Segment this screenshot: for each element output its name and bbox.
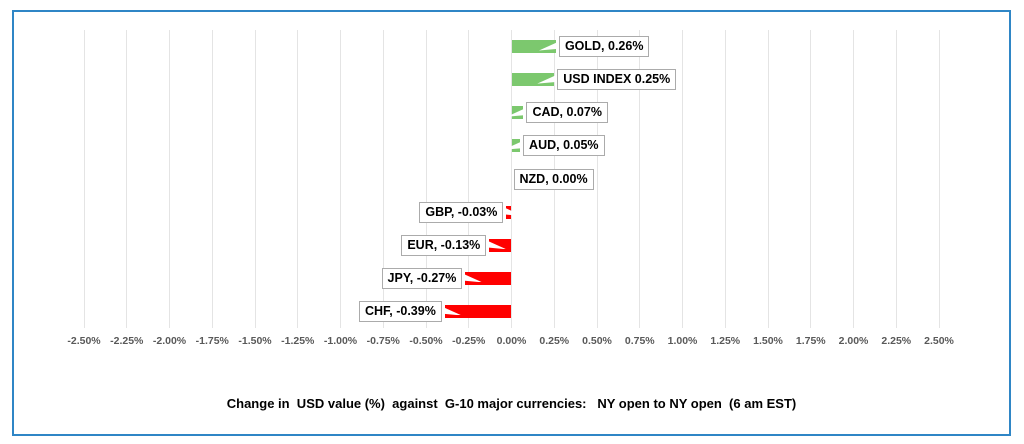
gridline [169,30,170,328]
x-tick-label: 1.25% [710,335,741,347]
chart-title: Change in USD value (%) against G-10 maj… [226,396,797,411]
x-tick-label: -0.25% [452,335,486,347]
data-label-usd-index: USD INDEX 0.25% [557,69,677,91]
data-label-nzd: NZD, 0.00% [513,168,594,190]
callout-pointer [506,107,527,117]
x-tick-label: -0.50% [409,335,443,347]
gridline [596,30,598,328]
data-label-cad: CAD, 0.07% [526,102,608,124]
callout-pointer [538,41,559,51]
x-tick-label: -0.75% [366,335,400,347]
callout-pointer [503,140,524,150]
callout-pointer [462,273,483,283]
gridline [211,30,213,328]
data-label-gold: GOLD, 0.26% [558,36,650,58]
gridline [83,30,85,328]
gridline [724,30,726,328]
gridline [810,30,812,328]
bar-eur [489,238,512,252]
x-tick-label: 2.00% [838,335,869,347]
gridline [639,30,641,328]
gridline [511,30,512,328]
gridline [126,30,128,328]
x-tick-label: 0.25% [539,335,570,347]
data-label-chf: CHF, -0.39% [358,300,442,322]
gridline [767,30,769,328]
gridline [682,30,683,328]
data-label-jpy: JPY, -0.27% [381,267,463,289]
data-label-gbp: GBP, -0.03% [419,201,504,223]
gridline [425,30,427,328]
x-tick-label: -1.50% [238,335,272,347]
x-tick-label: -1.75% [195,335,229,347]
gridline [895,30,897,328]
bar-chf [444,304,512,318]
gridline [382,30,384,328]
data-label-aud: AUD, 0.05% [523,135,605,157]
x-tick-label: -1.25% [281,335,315,347]
x-tick-label: 0.50% [582,335,612,347]
x-tick-label: 1.75% [795,335,826,347]
x-tick-label: 1.50% [753,335,783,347]
x-tick-label: -2.50% [67,335,101,347]
gridline [340,30,341,328]
x-tick-label: 2.50% [924,335,954,347]
callout-pointer [441,306,462,316]
x-tick-label: -2.00% [152,335,187,347]
callout-pointer [503,207,524,217]
x-tick-label: 0.00% [496,335,527,347]
callout-pointer [537,74,558,84]
callout-pointer [486,240,507,250]
x-tick-label: -2.25% [110,335,144,347]
data-label-eur: EUR, -0.13% [401,234,487,256]
x-tick-label: 2.25% [881,335,912,347]
x-tick-label: 1.00% [667,335,698,347]
gridline [254,30,256,328]
gridline [297,30,299,328]
gridline [938,30,940,328]
gridline [468,30,470,328]
x-tick-label: -1.00% [323,335,358,347]
x-tick-label: 0.75% [624,335,655,347]
gridline [853,30,854,328]
